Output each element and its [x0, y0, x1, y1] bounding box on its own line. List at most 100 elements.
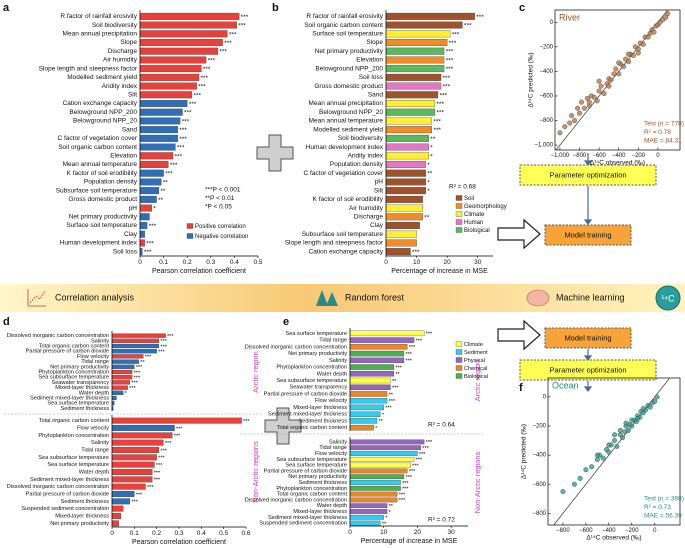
bar [139, 65, 202, 73]
bar [139, 152, 174, 160]
bar [385, 47, 445, 55]
category-label: Air humidity [103, 57, 138, 64]
bar [349, 344, 408, 350]
bar [385, 100, 436, 107]
point [589, 464, 595, 470]
point [606, 449, 612, 455]
legend-swatch [455, 227, 463, 233]
category-label: Suspended sediment concentration [21, 506, 109, 512]
y-tick-label: −1,000 [534, 143, 553, 149]
bar [111, 333, 166, 338]
legend-swatch [455, 203, 463, 209]
bar [385, 108, 436, 116]
significance-label: *** [416, 338, 423, 344]
point [591, 94, 597, 100]
significance-label: ** [160, 188, 166, 195]
bar [139, 169, 164, 177]
significance-label: *** [419, 452, 426, 458]
category-label: pH [129, 205, 138, 212]
point [612, 432, 618, 438]
point [620, 435, 626, 441]
category-label: Population density [330, 161, 384, 168]
legend-label: Negative correlation [195, 234, 248, 240]
significance-label: *** [149, 223, 157, 230]
bar [111, 469, 153, 475]
significance-label: ** [395, 372, 400, 378]
point [571, 481, 577, 487]
bar [111, 447, 160, 453]
point [598, 83, 604, 89]
category-label: Subsurface soil temperature [302, 231, 384, 238]
category-label: Soil biodiversity [338, 135, 384, 142]
significance-label: *** [146, 240, 154, 247]
category-label: Soil organic carbon content [304, 22, 383, 29]
y-axis-label: Δ¹⁴C predicted (‰) [528, 52, 535, 107]
region-label: Non-Arctic regions [473, 451, 482, 513]
point [614, 443, 620, 449]
point [594, 457, 600, 462]
significance-label: ** [424, 214, 430, 221]
legend-label: Climate [464, 212, 485, 218]
flow-box [544, 327, 632, 349]
bar [349, 462, 411, 468]
category-label: Total organic carbon content [39, 343, 110, 349]
x-tick-label: 0 [384, 259, 388, 266]
significance-label: ** [389, 504, 394, 510]
category-label: Sediment thickness [298, 418, 347, 424]
stat-label: MAE = 56.39 [644, 513, 682, 520]
bar [385, 134, 429, 142]
point [612, 438, 618, 444]
bar [139, 117, 181, 125]
category-label: K factor of soil erodibility [313, 196, 384, 203]
significance-label: *** [219, 49, 227, 56]
category-label: Water depth [79, 469, 109, 475]
bar [139, 47, 219, 55]
significance-label: ** [140, 360, 145, 366]
brain-icon [526, 289, 550, 307]
legend-swatch [186, 223, 194, 229]
significance-label: *** [145, 355, 152, 361]
category-label: Sea surface temperature [285, 463, 347, 469]
bar [385, 222, 420, 229]
bar [349, 491, 398, 497]
significance-label: * [382, 412, 385, 418]
point [611, 71, 617, 77]
bar [349, 330, 425, 337]
category-label: Sea subsurface temperature [38, 375, 109, 381]
x-tick-label: 0.4 [230, 259, 239, 266]
legend-label: Climate [464, 342, 483, 348]
y-tick-label: −800 [539, 118, 553, 124]
bar [111, 513, 122, 519]
significance-label: * [375, 426, 378, 432]
bar [349, 371, 394, 377]
badge-label: ¹⁴C [661, 293, 675, 303]
category-label: Elevation [110, 153, 137, 160]
category-label: Surface soil temperature [312, 31, 383, 38]
significance-label: *** [131, 381, 138, 387]
significance-label: *** [176, 426, 183, 432]
category-label: pH [375, 179, 384, 186]
bar [349, 404, 384, 411]
x-axis-label: Pearson correlation coefficient [132, 539, 226, 546]
significance-label: *** [241, 14, 249, 21]
x-tick-label: 30 [474, 259, 482, 266]
bar [111, 395, 117, 401]
category-label: Net primary productivity [69, 214, 138, 221]
bar [349, 397, 388, 404]
significance-label: * [125, 391, 128, 397]
significance-label: * [427, 162, 430, 169]
significance-label: *** [449, 40, 457, 47]
category-label: Salinity [91, 440, 109, 446]
bar [349, 350, 405, 357]
significance-label: *** [395, 365, 402, 371]
significance-label: *** [175, 153, 183, 160]
panel-label: c [519, 2, 525, 14]
significance-label: *** [179, 136, 187, 143]
category-label: Modelled sediment yield [313, 126, 383, 133]
bar [385, 30, 451, 38]
significance-label: *** [416, 458, 423, 464]
significance-label: *** [203, 66, 211, 73]
flow-box-label: Parameter optimization [549, 170, 626, 179]
flow-arrows [583, 153, 593, 392]
